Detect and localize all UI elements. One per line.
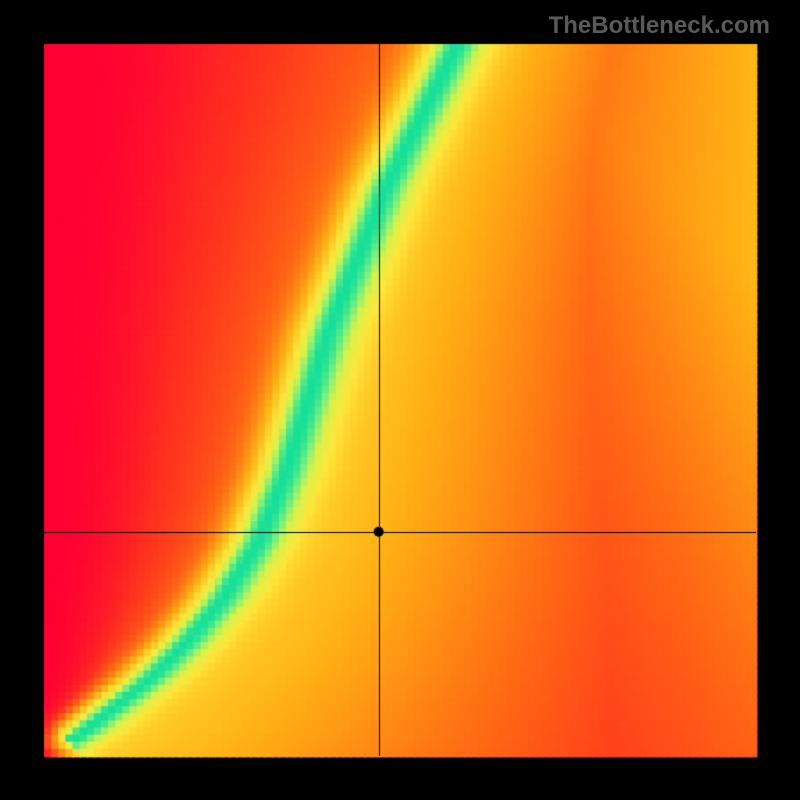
- bottleneck-heatmap: [0, 0, 800, 800]
- chart-container: TheBottleneck.com: [0, 0, 800, 800]
- watermark-text: TheBottleneck.com: [549, 12, 770, 40]
